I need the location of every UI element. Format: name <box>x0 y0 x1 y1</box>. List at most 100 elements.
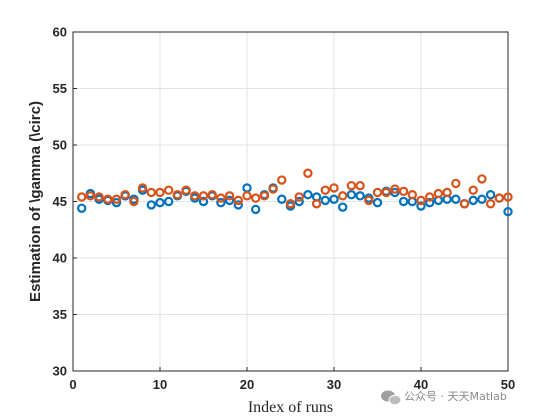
data-series <box>76 168 513 217</box>
data-point <box>311 199 322 209</box>
data-point <box>338 191 348 201</box>
data-point <box>198 196 209 207</box>
data-point <box>425 192 435 202</box>
data-point <box>477 174 487 184</box>
data-point <box>111 197 122 208</box>
data-point <box>346 180 357 191</box>
wechat-icon <box>381 390 402 406</box>
data-point <box>163 185 174 195</box>
data-point <box>190 191 200 201</box>
data-point <box>459 199 470 209</box>
data-point <box>329 194 339 204</box>
data-point <box>103 194 113 204</box>
data-point <box>468 185 478 195</box>
data-point <box>503 206 513 217</box>
data-point <box>76 192 87 202</box>
data-point <box>233 200 243 210</box>
x-tick-label: 10 <box>153 377 167 392</box>
data-point <box>372 187 383 198</box>
data-point <box>207 190 217 200</box>
data-point <box>250 193 261 203</box>
data-point <box>94 192 104 202</box>
data-point <box>477 194 487 204</box>
data-point <box>398 196 409 207</box>
data-point <box>259 191 270 201</box>
data-point <box>250 204 261 215</box>
data-point <box>390 187 400 198</box>
data-point <box>294 196 304 207</box>
data-point <box>155 187 165 198</box>
data-point <box>416 195 426 206</box>
data-point <box>329 183 339 193</box>
y-tick-label: 50 <box>53 138 67 153</box>
data-point <box>320 185 330 195</box>
data-point <box>111 194 122 204</box>
data-point <box>451 194 461 204</box>
data-point <box>285 199 296 209</box>
data-point <box>485 190 496 200</box>
data-point <box>163 196 174 207</box>
data-point <box>503 192 513 202</box>
data-point <box>338 202 348 212</box>
y-tick-label: 35 <box>53 307 67 322</box>
axis-ticks: 0 10 20 30 40 50 30 35 40 45 50 55 60 <box>53 25 516 393</box>
watermark-text: 公众号 · 天天Matlab <box>404 390 507 403</box>
data-point <box>442 187 452 198</box>
data-point <box>364 195 374 206</box>
data-point <box>398 186 409 197</box>
data-point <box>216 193 226 203</box>
watermark: 公众号 · 天天Matlab <box>381 390 507 406</box>
data-point <box>451 178 461 189</box>
x-tick-label: 50 <box>501 377 515 392</box>
y-tick-label: 55 <box>53 81 67 96</box>
data-point <box>268 184 278 194</box>
y-tick-label: 45 <box>53 194 67 209</box>
y-axis-title: Estimation of \gamma (\circ) <box>27 101 44 302</box>
data-point <box>355 191 365 201</box>
data-point <box>277 194 287 204</box>
data-point <box>129 196 139 207</box>
data-point <box>224 195 235 206</box>
data-point <box>85 191 96 201</box>
data-point <box>485 199 496 209</box>
data-point <box>494 193 504 203</box>
x-axis-title: Index of runs <box>248 399 333 416</box>
data-point <box>294 192 304 202</box>
data-point <box>76 203 87 213</box>
data-point <box>320 195 330 206</box>
y-tick-label: 30 <box>53 364 67 379</box>
x-tick-label: 40 <box>414 377 428 392</box>
data-point <box>216 197 226 208</box>
data-point <box>346 190 357 200</box>
data-point <box>372 197 383 208</box>
series-2 <box>76 168 513 209</box>
data-point <box>407 190 417 200</box>
x-tick-label: 0 <box>69 377 76 392</box>
data-point <box>303 190 313 200</box>
data-point <box>242 191 252 201</box>
data-point <box>146 200 156 210</box>
data-point <box>381 187 391 198</box>
x-tick-label: 30 <box>327 377 341 392</box>
data-point <box>172 190 183 200</box>
data-point <box>233 195 243 206</box>
x-tick-label: 20 <box>240 377 254 392</box>
y-tick-label: 60 <box>53 25 67 40</box>
data-point <box>303 168 313 178</box>
data-point <box>155 197 165 208</box>
data-point <box>277 175 287 185</box>
data-point <box>416 201 426 211</box>
data-point <box>181 185 191 195</box>
data-point <box>137 183 148 193</box>
data-point <box>198 191 209 201</box>
data-point <box>433 188 444 199</box>
data-point <box>425 197 435 208</box>
data-point <box>468 195 478 206</box>
data-point <box>146 187 156 198</box>
data-point <box>224 191 235 201</box>
data-point <box>390 184 400 194</box>
data-point <box>120 190 130 200</box>
y-tick-label: 40 <box>53 251 67 266</box>
